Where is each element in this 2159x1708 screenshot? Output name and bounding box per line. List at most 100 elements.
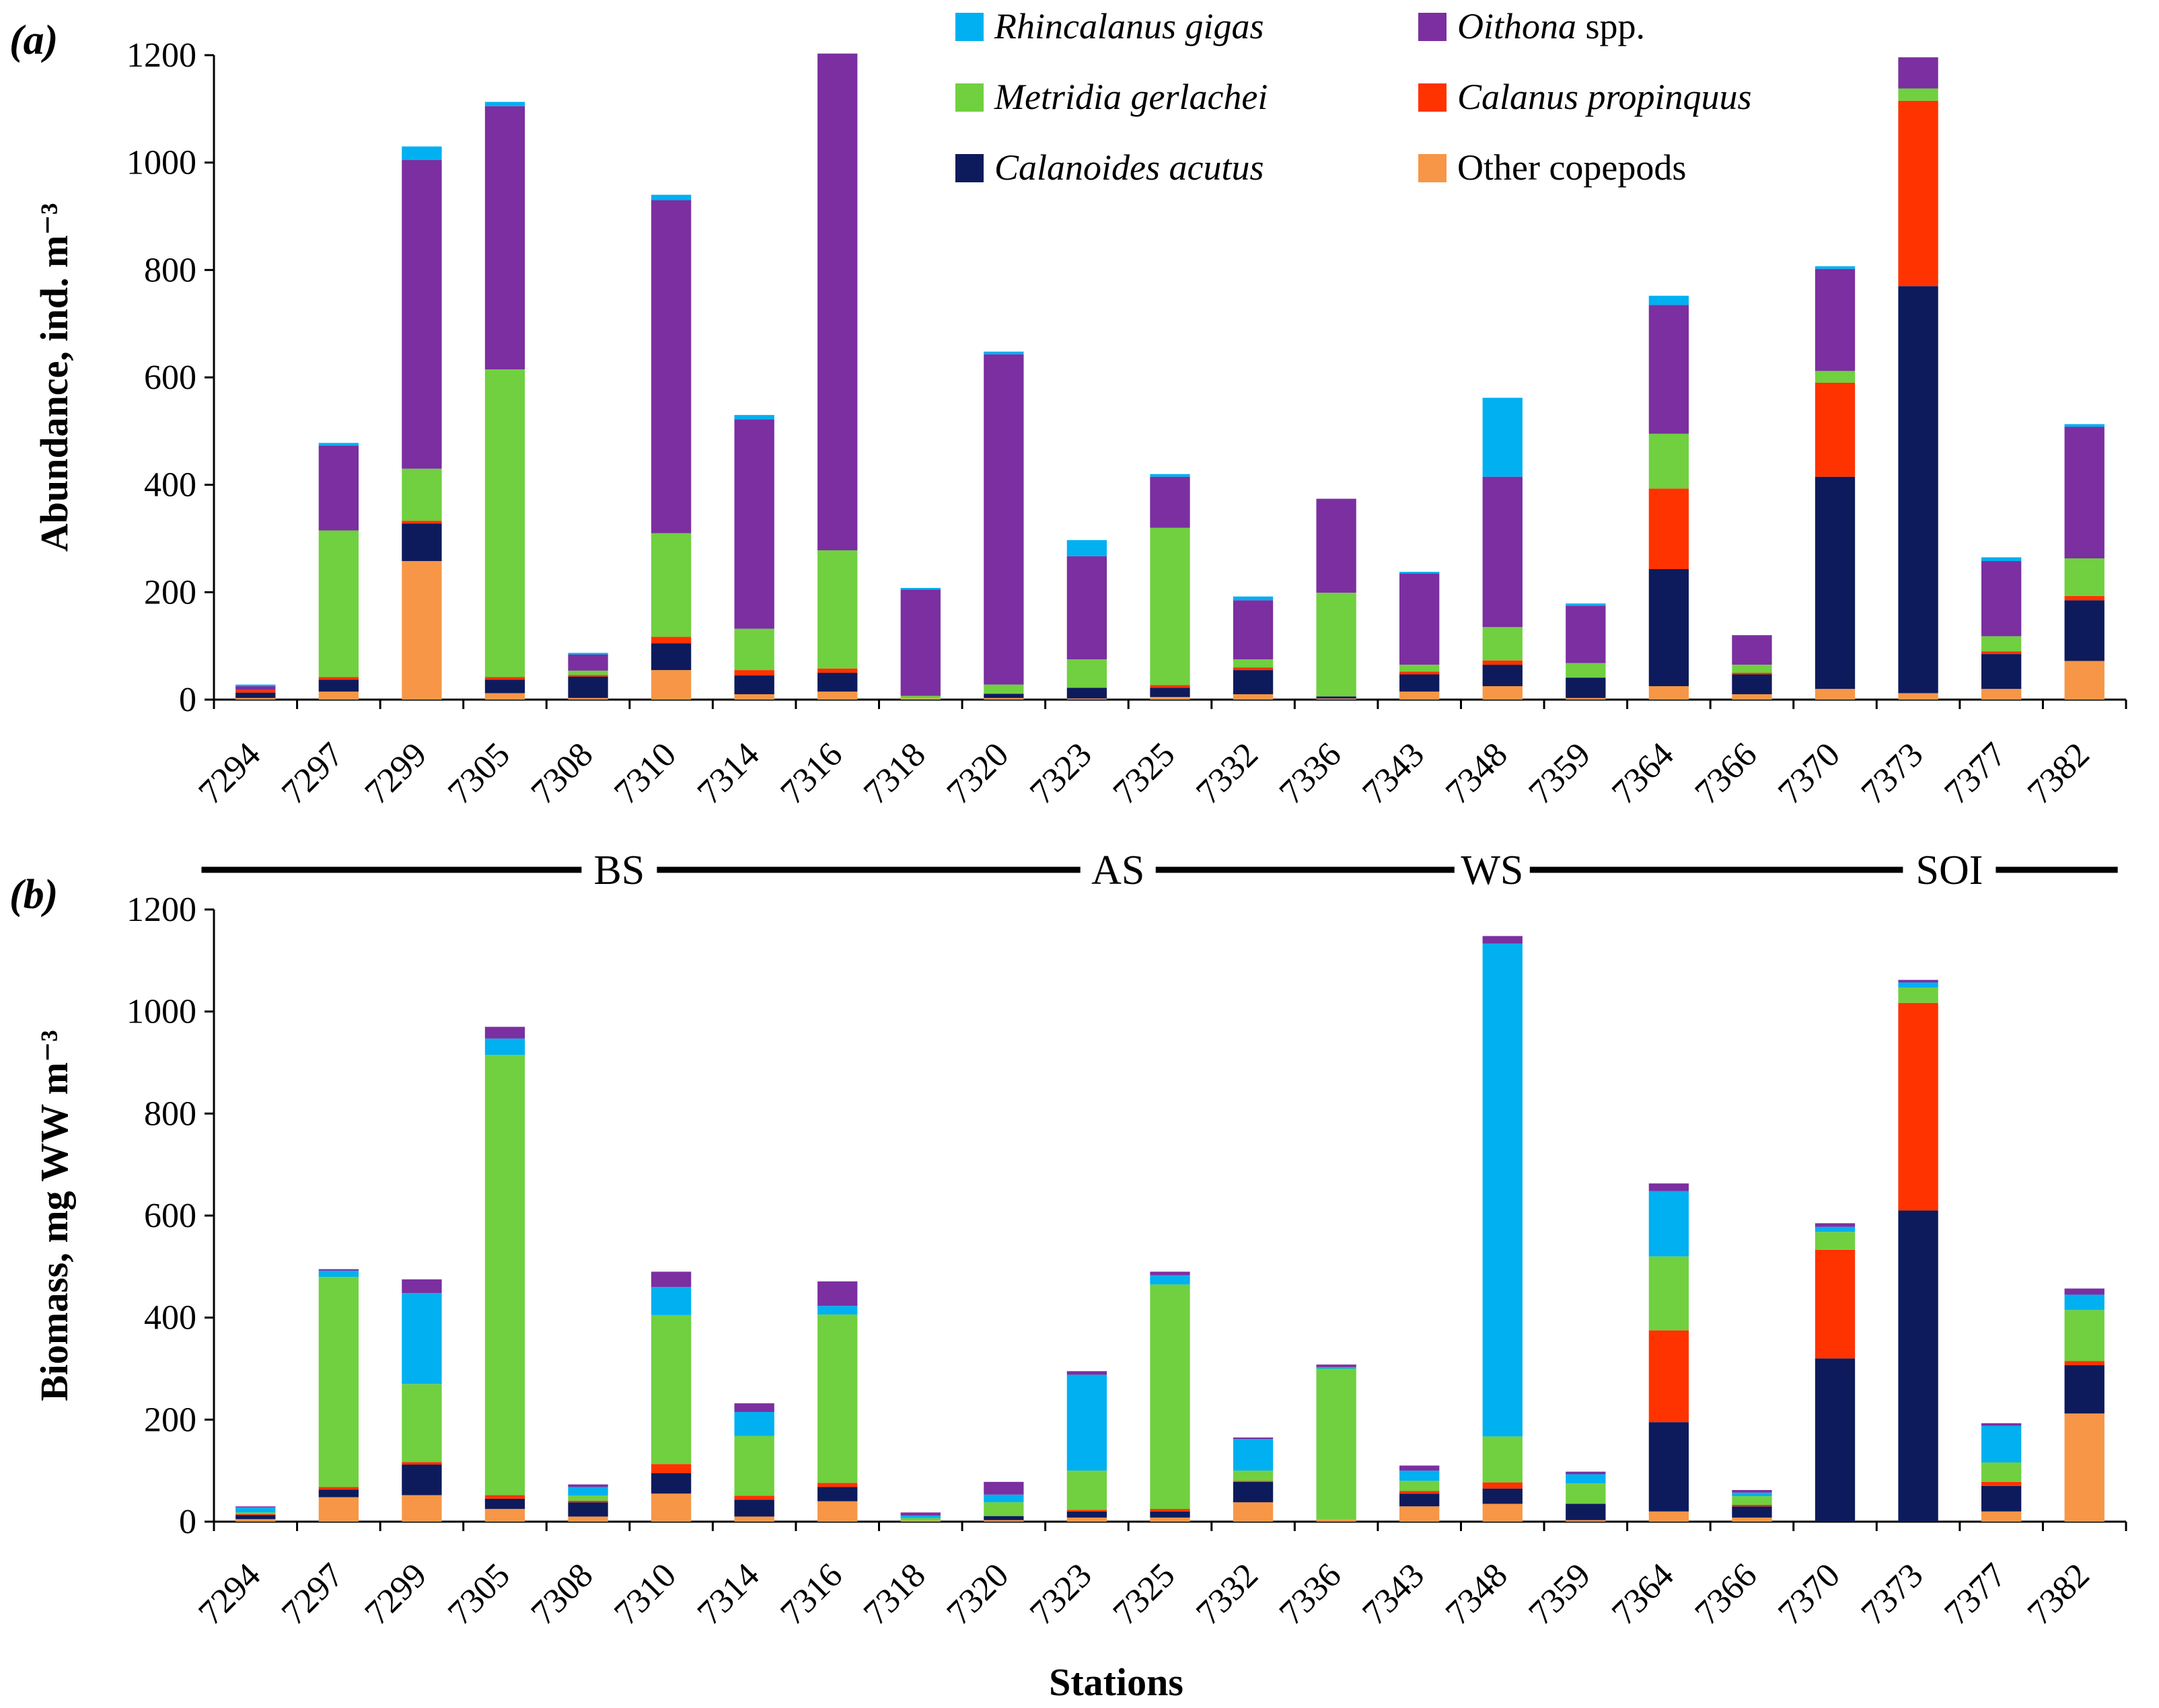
- bar-7370-metridia-gerlachei: [1815, 371, 1856, 383]
- bar-7308-oithona-spp: [568, 654, 608, 671]
- x-tick-label-7305: 7305: [441, 1556, 517, 1633]
- bar-7299-other-copepods: [402, 1495, 442, 1522]
- bar-7373-oithona-spp: [1898, 979, 1938, 983]
- bar-7323-oithona-spp: [1066, 1371, 1107, 1375]
- bar-7320-calanoides-acutus: [984, 1516, 1024, 1520]
- bar-7366-oithona-spp: [1732, 1489, 1772, 1493]
- bar-7377-rhincalanus-gigas: [1981, 557, 2022, 562]
- x-tick-label-7336: 7336: [1272, 735, 1349, 812]
- y-axis-title: Biomass, mg WW m⁻³: [32, 1030, 76, 1401]
- x-tick-label-7343: 7343: [1355, 735, 1432, 812]
- bar-7348-other-copepods: [1482, 1503, 1523, 1522]
- bar-7348-oithona-spp: [1482, 936, 1523, 944]
- bar-7359-other-copepods: [1566, 1520, 1606, 1522]
- bar-7318-other-copepods: [900, 1520, 941, 1522]
- bar-7359-metridia-gerlachei: [1566, 1483, 1606, 1504]
- bar-7323-calanoides-acutus: [1066, 1511, 1107, 1518]
- bar-7305-calanoides-acutus: [484, 679, 525, 694]
- bar-7332-calanoides-acutus: [1233, 1481, 1274, 1503]
- bar-7305-calanus-propinquus: [484, 1495, 525, 1499]
- bar-7320-other-copepods: [984, 1520, 1024, 1522]
- bar-7294-other-copepods: [235, 1519, 276, 1522]
- bar-7382-oithona-spp: [2064, 1288, 2105, 1295]
- bar-7343-other-copepods: [1399, 1506, 1440, 1522]
- bar-7299-metridia-gerlachei: [402, 1384, 442, 1462]
- bar-7336-metridia-gerlachei: [1316, 593, 1356, 697]
- y-tick-label: 200: [144, 573, 196, 611]
- x-axis-title: Stations: [1049, 1660, 1183, 1704]
- bar-7314-rhincalanus-gigas: [734, 1411, 774, 1436]
- bar-7348-calanus-propinquus: [1482, 1482, 1523, 1489]
- bar-7382-metridia-gerlachei: [2064, 1310, 2105, 1362]
- bar-7305-other-copepods: [484, 693, 525, 700]
- bar-7310-metridia-gerlachei: [651, 1314, 692, 1464]
- bar-7364-rhincalanus-gigas: [1648, 1191, 1689, 1257]
- bar-7382-other-copepods: [2064, 661, 2105, 700]
- x-tick-label-7336: 7336: [1272, 1556, 1349, 1633]
- x-tick-label-7332: 7332: [1189, 1556, 1266, 1633]
- x-tick-label-7382: 7382: [2020, 1556, 2097, 1633]
- bar-7305-rhincalanus-gigas: [484, 1038, 525, 1055]
- bar-7297-other-copepods: [318, 692, 359, 700]
- bar-7364-rhincalanus-gigas: [1648, 295, 1689, 305]
- bar-7377-calanoides-acutus: [1981, 1485, 2022, 1512]
- bar-7366-rhincalanus-gigas: [1732, 1492, 1772, 1497]
- bar-7323-other-copepods: [1066, 698, 1107, 700]
- bar-7297-calanus-propinquus: [318, 1487, 359, 1490]
- panel-label: (a): [9, 17, 58, 63]
- bar-7370-calanoides-acutus: [1815, 476, 1856, 690]
- bar-7370-calanus-propinquus: [1815, 1249, 1856, 1359]
- bar-7308-calanoides-acutus: [568, 1502, 608, 1517]
- bar-7373-metridia-gerlachei: [1898, 88, 1938, 101]
- bar-7343-oithona-spp: [1399, 573, 1440, 665]
- bar-7299-other-copepods: [402, 561, 442, 700]
- bar-7373-rhincalanus-gigas: [1898, 982, 1938, 988]
- bar-7323-calanoides-acutus: [1066, 688, 1107, 699]
- bar-7299-calanoides-acutus: [402, 523, 442, 562]
- x-tick-label-7310: 7310: [607, 735, 684, 812]
- x-tick-label-7310: 7310: [607, 1556, 684, 1633]
- x-tick-label-7297: 7297: [275, 1556, 351, 1633]
- bar-7343-rhincalanus-gigas: [1399, 1471, 1440, 1481]
- legend-swatch-calanoides-acutus: [955, 154, 984, 182]
- x-tick-label-7348: 7348: [1438, 1556, 1515, 1633]
- bar-7316-oithona-spp: [817, 53, 858, 551]
- region-label-as: AS: [1091, 848, 1144, 893]
- bar-7297-oithona-spp: [318, 1269, 359, 1271]
- bar-7294-other-copepods: [235, 698, 276, 700]
- bar-7323-oithona-spp: [1066, 556, 1107, 660]
- bar-7314-calanoides-acutus: [734, 1499, 774, 1517]
- region-label-ws: WS: [1461, 848, 1523, 893]
- legend-plain-text: Other copepods: [1457, 147, 1686, 188]
- x-tick-label-7364: 7364: [1605, 1556, 1681, 1633]
- bar-7377-oithona-spp: [1981, 561, 2022, 636]
- bar-7318-other-copepods: [900, 698, 941, 700]
- bar-7359-oithona-spp: [1566, 1471, 1606, 1475]
- bar-7343-calanoides-acutus: [1399, 674, 1440, 692]
- bar-7366-calanus-propinquus: [1732, 673, 1772, 675]
- bar-7377-calanoides-acutus: [1981, 654, 2022, 690]
- bar-7366-calanoides-acutus: [1732, 1506, 1772, 1518]
- bar-7382-oithona-spp: [2064, 426, 2105, 559]
- x-tick-label-7308: 7308: [524, 1556, 601, 1633]
- bar-7316-oithona-spp: [817, 1281, 858, 1306]
- bar-7325-metridia-gerlachei: [1150, 527, 1190, 685]
- x-tick-label-7318: 7318: [856, 1556, 933, 1633]
- bar-7370-calanoides-acutus: [1815, 1358, 1856, 1522]
- bar-7310-other-copepods: [651, 1493, 692, 1522]
- bar-7297-calanus-propinquus: [318, 677, 359, 680]
- x-tick-label-7320: 7320: [940, 1556, 1017, 1633]
- legend-swatch-calanus-propinquus: [1418, 83, 1447, 112]
- bar-7314-calanus-propinquus: [734, 1495, 774, 1500]
- legend-swatch-rhincalanus-gigas: [955, 13, 984, 41]
- bar-7305-metridia-gerlachei: [484, 369, 525, 677]
- bar-7308-calanoides-acutus: [568, 676, 608, 698]
- x-tick-label-7370: 7370: [1771, 1556, 1847, 1633]
- bar-7320-metridia-gerlachei: [984, 684, 1024, 694]
- bar-7308-calanus-propinquus: [568, 675, 608, 677]
- bar-7382-calanus-propinquus: [2064, 1361, 2105, 1366]
- legend-italic-text: Oithona: [1457, 6, 1576, 46]
- x-tick-label-7323: 7323: [1023, 735, 1099, 812]
- bar-7373-metridia-gerlachei: [1898, 988, 1938, 1003]
- bar-7299-calanus-propinquus: [402, 521, 442, 524]
